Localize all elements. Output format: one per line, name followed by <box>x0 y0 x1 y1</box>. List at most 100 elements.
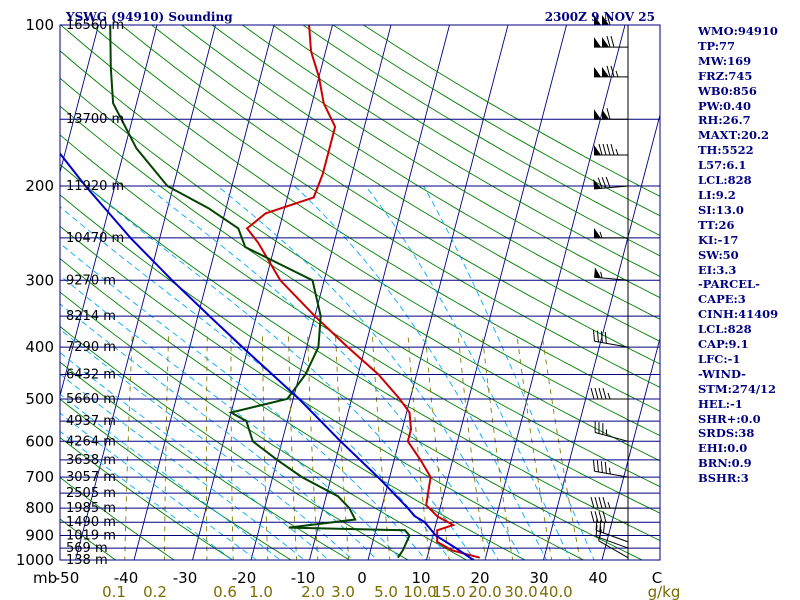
isotherm-line <box>60 25 158 398</box>
dry-adiabat-line <box>60 50 660 437</box>
isotherm-line <box>60 25 99 174</box>
dry-adiabat-line <box>60 25 660 412</box>
isotherm-line <box>133 25 275 560</box>
height-label: 5660 m <box>66 392 116 407</box>
pressure-tick-label: 700 <box>25 468 54 486</box>
wind-barb <box>592 459 629 478</box>
plot-frame <box>59 24 661 561</box>
height-label: 4264 m <box>66 434 116 449</box>
mixing-ratio-tick-label: 40.0 <box>539 583 572 600</box>
wind-barb <box>594 108 628 120</box>
chart-title: YSWG (94910) Sounding <box>65 10 233 24</box>
temperature-tick-label: 20 <box>470 569 489 587</box>
isotherm-line <box>543 113 660 560</box>
dry-adiabat-line <box>90 25 660 388</box>
sounding-index-item: -PARCEL- <box>698 277 760 292</box>
mixing-ratio-tick-label: g/kg <box>648 583 681 600</box>
sounding-index-item: WMO:94910 <box>698 24 778 38</box>
sounding-index-item: WB0:856 <box>698 83 757 98</box>
dry-adiabat-line <box>60 325 410 560</box>
mixing-ratio-line <box>516 335 553 560</box>
sounding-index-item: MAXT:20.2 <box>698 128 769 143</box>
dry-adiabat-line <box>60 476 175 560</box>
temperature-tick-label: 10 <box>411 569 430 587</box>
mixing-ratio-line <box>457 335 487 560</box>
sounding-index-item: CAPE:3 <box>698 292 746 307</box>
sounding-indices-panel: WMO:94910 TP:77 MW:169 FRZ:745 WB0:856 PW:0.4… <box>698 24 800 486</box>
mixing-ratio-tick-label: 10.0 <box>403 583 436 600</box>
dry-adiabat-line <box>60 258 527 560</box>
temperature-tick-label: 30 <box>529 569 548 587</box>
mixing-ratio-tick-label: 1.0 <box>249 583 273 600</box>
mixing-ratio-tick-label: 30.0 <box>504 583 537 600</box>
height-label: 9270 m <box>66 273 116 288</box>
isotherm-line <box>601 336 660 560</box>
mixing-ratio-tick-label: 0.6 <box>213 583 237 600</box>
moist-adiabat-line <box>294 185 548 560</box>
dry-adiabat-line <box>242 25 660 278</box>
temperature-tick-label: 40 <box>588 569 607 587</box>
dry-adiabat-line <box>60 291 468 560</box>
wind-barb <box>593 176 629 190</box>
moist-adiabat-line <box>146 185 500 560</box>
dry-adiabat-line <box>60 398 292 560</box>
height-label: 1019 m <box>66 529 116 544</box>
wind-barb <box>594 227 628 239</box>
mixing-ratio-tick-label: 3.0 <box>331 583 355 600</box>
temperature-tick-label: C <box>652 569 662 587</box>
dry-adiabat-line <box>181 25 660 320</box>
sounding-index-item: TT:26 <box>698 217 735 232</box>
sounding-index-item: MW:169 <box>698 53 752 68</box>
isotherm-line <box>192 25 333 560</box>
wind-barb <box>594 267 629 281</box>
dry-adiabat-line <box>121 25 660 365</box>
dry-adiabat-line <box>60 163 660 542</box>
pressure-tick-label: 600 <box>25 432 54 450</box>
height-label: 1490 m <box>66 515 116 530</box>
pressure-tick-label: 500 <box>25 390 54 408</box>
temperature-tick-label: 0 <box>357 569 367 587</box>
height-label: 4937 m <box>66 414 116 429</box>
dry-adiabat-lines <box>60 25 660 560</box>
pressure-tick-label: 100 <box>25 16 54 34</box>
sounding-index-item: KI:-17 <box>698 232 739 247</box>
height-label: 16560 m <box>66 18 124 33</box>
moist-adiabat-line <box>60 206 451 560</box>
sounding-index-item: CINH:41409 <box>698 307 779 322</box>
isotherm-lines <box>0 13 660 571</box>
temperature-tick-label: -50 <box>55 569 80 587</box>
wind-barb <box>594 143 628 156</box>
chart-time: 2300Z 9 NOV 25 <box>545 10 655 24</box>
pressure-tick-label: 300 <box>25 271 54 289</box>
sounding-index-item: BSHR:3 <box>698 471 749 486</box>
dry-adiabat-line <box>151 25 660 342</box>
moist-adiabat-line <box>60 393 282 560</box>
wind-barb <box>594 36 628 48</box>
moist-adiabat-line <box>60 274 403 560</box>
sounding-index-item: EHI:0.0 <box>698 441 748 456</box>
temperature-profile <box>245 25 481 559</box>
dry-adiabat-line <box>60 518 117 560</box>
pressure-tick-label: 400 <box>25 338 54 356</box>
sounding-index-item: LI:9.2 <box>698 187 736 202</box>
moist-adiabat-line <box>60 242 427 560</box>
sounding-index-item: HEL:-1 <box>698 396 743 411</box>
sounding-index-item: L57:6.1 <box>698 158 747 173</box>
mixing-ratio-tick-label: 20.0 <box>468 583 501 600</box>
moist-adiabat-line <box>60 328 354 560</box>
sounding-index-item: -WIND- <box>698 366 746 381</box>
pressure-tick-label: 200 <box>25 177 54 195</box>
dry-adiabat-line <box>60 225 585 560</box>
isotherm-line <box>0 13 43 571</box>
moist-adiabat-line <box>365 185 571 560</box>
sounding-index-item: RH:26.7 <box>698 113 751 128</box>
sounding-index-item: LCL:828 <box>698 173 752 188</box>
sounding-index-item: EI:3.3 <box>698 262 737 277</box>
dry-adiabat-line <box>60 77 660 462</box>
height-label: 10470 m <box>66 231 124 246</box>
dry-adiabat-line <box>60 436 234 560</box>
moist-adiabat-lines <box>60 185 595 560</box>
moist-adiabat-line <box>60 303 378 560</box>
sounding-index-item: LFC:-1 <box>698 351 741 366</box>
